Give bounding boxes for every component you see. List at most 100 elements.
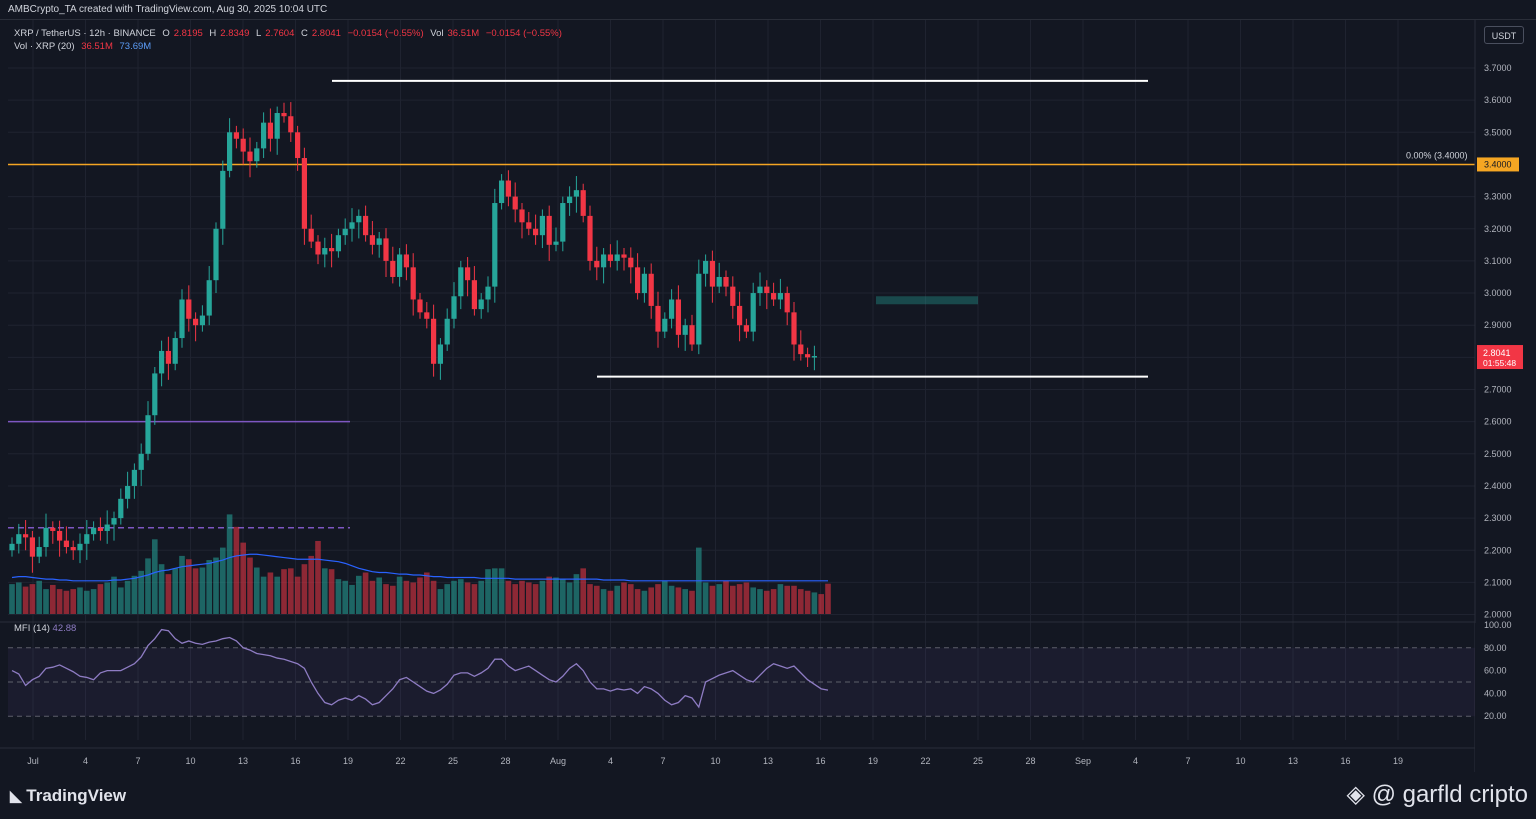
- time-tick-label: Jul: [27, 756, 39, 766]
- candle: [261, 112, 267, 159]
- candle-body: [397, 254, 403, 277]
- candle-body: [50, 527, 56, 531]
- time-tick-label: 25: [973, 756, 983, 766]
- candle: [437, 338, 443, 380]
- candle-body: [240, 138, 246, 152]
- open-label: O: [162, 28, 170, 39]
- volume-bar: [655, 584, 661, 614]
- candle-body: [349, 222, 355, 229]
- volume-bar: [97, 584, 104, 614]
- volume-bar: [111, 576, 117, 614]
- candle: [29, 530, 35, 573]
- volume-bar: [709, 585, 716, 614]
- candle-body: [533, 228, 539, 236]
- volume-bar: [451, 580, 457, 614]
- time-tick-label: 10: [1235, 756, 1245, 766]
- volume-bar: [274, 576, 280, 614]
- price-tick-label: 3.2000: [1484, 224, 1512, 234]
- volume-bar: [36, 580, 42, 614]
- candle: [478, 293, 484, 319]
- candle-body: [91, 527, 97, 535]
- change-value: −0.0154 (−0.55%): [347, 28, 424, 39]
- candle: [533, 214, 539, 245]
- mfi-value: 42.88: [52, 623, 77, 634]
- candle-body: [798, 344, 804, 355]
- mfi-tick-label: 60.00: [1484, 666, 1507, 676]
- candle: [607, 244, 613, 268]
- candle: [784, 286, 790, 326]
- candle-body: [437, 344, 443, 364]
- candle-body: [499, 180, 505, 204]
- candle-body: [16, 534, 22, 544]
- volume-bar: [152, 539, 158, 614]
- volume-bar: [682, 589, 688, 614]
- volume-bar: [417, 577, 423, 614]
- time-tick-label: 16: [1340, 756, 1350, 766]
- mfi-line: [11, 628, 829, 709]
- volume-bar: [736, 584, 743, 614]
- volume-bar: [730, 585, 736, 614]
- volume-bar: [322, 568, 328, 614]
- volume-bar: [396, 576, 403, 614]
- candle-body: [213, 228, 219, 281]
- candle-body: [696, 273, 702, 345]
- candle-body: [777, 293, 783, 300]
- candle-body: [635, 267, 641, 294]
- volume-bar: [172, 568, 178, 614]
- candle-body: [315, 241, 321, 255]
- volume-bar: [716, 584, 722, 614]
- volume-bar: [376, 577, 382, 614]
- candle-body: [376, 238, 382, 245]
- low-value: 2.7604: [265, 28, 295, 39]
- time-tick-label: 13: [238, 756, 248, 766]
- mfi-axis-bg: [1475, 623, 1536, 772]
- volume-bar: [254, 567, 260, 614]
- candle-body: [77, 543, 83, 551]
- last-price-tag: [1477, 345, 1523, 370]
- candle-body: [614, 254, 620, 261]
- volume-bar: [118, 587, 124, 614]
- volume-bar: [77, 587, 83, 614]
- candle: [206, 266, 212, 326]
- candle: [505, 170, 511, 207]
- candle-body: [478, 299, 484, 310]
- candle: [403, 244, 409, 281]
- volume-bar: [199, 567, 206, 614]
- volume-bar: [492, 568, 498, 614]
- candle: [63, 526, 69, 554]
- currency-button[interactable]: USDT: [1484, 26, 1524, 44]
- volume-bar: [723, 580, 729, 614]
- candle: [23, 520, 29, 551]
- candle: [635, 253, 641, 300]
- open-value: 2.8195: [173, 28, 203, 39]
- candle-body: [805, 354, 811, 358]
- candle: [118, 488, 124, 525]
- volume-ma-line: [11, 553, 828, 582]
- tradingview-logo[interactable]: ◣ TradingView: [10, 786, 126, 806]
- volume-bar: [526, 582, 532, 614]
- candle: [716, 262, 722, 294]
- volume-bar: [702, 582, 709, 614]
- candle: [499, 174, 505, 210]
- volume-bar: [498, 568, 505, 614]
- close-value: 2.8041: [311, 28, 341, 39]
- price-tick-label: 2.1000: [1484, 577, 1512, 587]
- candle-body: [784, 293, 790, 313]
- candle: [730, 276, 736, 319]
- volume-bar: [668, 585, 675, 614]
- price-chart[interactable]: 0.00% (3.4000) 3.7000 3.6000 3.5000 3.4000 3…: [0, 20, 1536, 772]
- volume-bar: [662, 580, 668, 614]
- candle: [771, 282, 777, 306]
- volume-bar: [349, 584, 355, 614]
- time-tick-label: 10: [185, 756, 195, 766]
- candle: [383, 228, 389, 277]
- mfi-tick-label: 80.00: [1484, 643, 1507, 653]
- candle: [737, 291, 743, 342]
- volume-bar: [614, 585, 620, 614]
- candle: [580, 183, 586, 223]
- volume-bar: [70, 589, 76, 614]
- candle-body: [288, 116, 294, 133]
- watermark-text: @ garfld cripto: [1371, 781, 1528, 808]
- candle-body: [811, 356, 817, 358]
- candle-body: [84, 534, 90, 544]
